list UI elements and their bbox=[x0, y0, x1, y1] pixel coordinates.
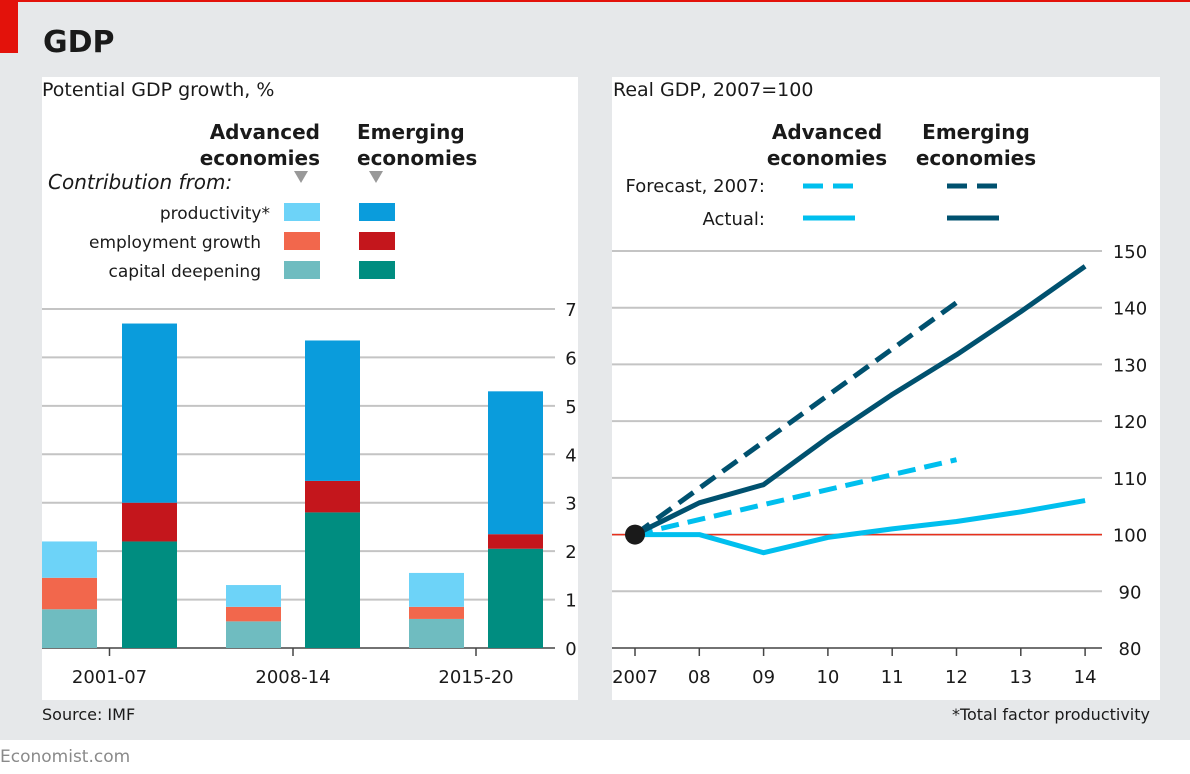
footnote: *Total factor productivity bbox=[952, 705, 1150, 724]
swatch-em-capital bbox=[359, 261, 395, 279]
bar-advanced-employment bbox=[226, 606, 281, 622]
bar-advanced-capital bbox=[42, 609, 97, 648]
x-tick-label: 2015-20 bbox=[438, 667, 513, 688]
y-tick-label: 120 bbox=[1113, 412, 1147, 433]
x-tick-label: 2007 bbox=[612, 667, 658, 688]
y-tick-label: 1 bbox=[565, 591, 576, 612]
bar-advanced-productivity bbox=[226, 585, 281, 607]
left-bar-chart: 0 1 2 3 4 5 6 7 2001-07 2008-14 2015-20 bbox=[42, 300, 577, 688]
y-tick-label: 150 bbox=[1113, 242, 1147, 263]
legend-emerging-line1: Emerging bbox=[357, 120, 465, 144]
x-tick-label: 08 bbox=[688, 667, 711, 688]
swatch-em-employment bbox=[359, 232, 395, 250]
origin-marker bbox=[625, 524, 645, 545]
y-tick-label: 110 bbox=[1113, 469, 1147, 490]
bar-advanced-capital bbox=[409, 618, 464, 648]
right-panel bbox=[612, 77, 1160, 700]
right-chart-title: Real GDP, 2007=100 bbox=[613, 79, 813, 101]
y-tick-label: 80 bbox=[1119, 639, 1142, 660]
legend-forecast-label: Forecast, 2007: bbox=[626, 176, 765, 197]
y-tick-label: 140 bbox=[1113, 299, 1147, 320]
header-title: GDP bbox=[43, 25, 115, 60]
y-tick-label: 2 bbox=[565, 542, 576, 563]
swatch-adv-capital bbox=[284, 261, 320, 279]
y-tick-label: 0 bbox=[565, 639, 576, 660]
bar-advanced-capital bbox=[226, 621, 281, 648]
left-chart-title: Potential GDP growth, % bbox=[42, 79, 274, 101]
legend-actual-label: Actual: bbox=[703, 209, 765, 230]
top-rule bbox=[0, 0, 1190, 2]
bar-emerging-capital bbox=[488, 548, 543, 648]
legend-advanced-line1: Advanced bbox=[210, 120, 320, 144]
right-legend: Advanced economies Emerging economies Fo… bbox=[626, 120, 1037, 230]
source-note: Source: IMF bbox=[42, 705, 135, 724]
x-tick-label: 14 bbox=[1074, 667, 1097, 688]
red-tag bbox=[0, 0, 18, 53]
x-tick-label: 09 bbox=[752, 667, 775, 688]
bar-emerging-capital bbox=[305, 512, 360, 648]
down-triangle-icon bbox=[369, 171, 383, 183]
y-tick-label: 7 bbox=[565, 300, 576, 321]
legend-emerging-line1: Emerging bbox=[922, 120, 1030, 144]
x-tick-label: 12 bbox=[945, 667, 968, 688]
bar-emerging-productivity bbox=[305, 340, 360, 481]
y-tick-label: 90 bbox=[1119, 582, 1142, 603]
legend-heading: Contribution from: bbox=[48, 170, 232, 194]
left-legend: Advanced economies Emerging economies Co… bbox=[48, 120, 477, 282]
brand-watermark: Economist.com bbox=[0, 747, 130, 767]
bar-emerging-productivity bbox=[122, 323, 177, 503]
y-tick-label: 3 bbox=[565, 494, 576, 515]
legend-item-productivity: productivity* bbox=[160, 204, 270, 224]
x-tick-label: 10 bbox=[816, 667, 839, 688]
swatch-adv-productivity bbox=[284, 203, 320, 221]
y-tick-label: 100 bbox=[1113, 526, 1147, 547]
x-tick-label: 2001-07 bbox=[72, 667, 147, 688]
line-advanced-actual bbox=[635, 498, 1086, 556]
x-tick-label: 11 bbox=[881, 667, 904, 688]
legend-advanced-line1: Advanced bbox=[772, 120, 882, 144]
y-tick-label: 5 bbox=[565, 397, 576, 418]
bar-advanced-productivity bbox=[409, 572, 464, 607]
bar-emerging-employment bbox=[488, 534, 543, 549]
y-tick-label: 4 bbox=[565, 445, 576, 466]
x-tick-label: 2008-14 bbox=[255, 667, 330, 688]
line-emerging-forecast bbox=[633, 300, 958, 537]
bar-advanced-employment bbox=[409, 606, 464, 619]
bar-emerging-productivity bbox=[488, 391, 543, 535]
line-advanced-forecast bbox=[634, 457, 958, 538]
y-tick-label: 130 bbox=[1113, 355, 1147, 376]
bar-advanced-employment bbox=[42, 577, 97, 610]
y-tick-label: 6 bbox=[565, 348, 576, 369]
bar-advanced-productivity bbox=[42, 541, 97, 578]
bar-emerging-employment bbox=[305, 480, 360, 513]
right-line-chart: 80 90 100 110 120 130 140 150 2007 08 09 10 11 12 13 14 bbox=[612, 242, 1147, 688]
legend-advanced-line2: economies bbox=[767, 146, 887, 170]
swatch-adv-employment bbox=[284, 232, 320, 250]
legend-item-employment: employment growth bbox=[89, 233, 261, 253]
line-emerging-actual bbox=[633, 264, 1087, 537]
down-triangle-icon bbox=[294, 171, 308, 183]
legend-emerging-line2: economies bbox=[357, 146, 477, 170]
swatch-em-productivity bbox=[359, 203, 395, 221]
bar-emerging-employment bbox=[122, 502, 177, 542]
x-tick-label: 13 bbox=[1009, 667, 1032, 688]
legend-item-capital: capital deepening bbox=[108, 262, 261, 282]
bar-emerging-capital bbox=[122, 541, 177, 648]
legend-advanced-line2: economies bbox=[200, 146, 320, 170]
legend-emerging-line2: economies bbox=[916, 146, 1036, 170]
